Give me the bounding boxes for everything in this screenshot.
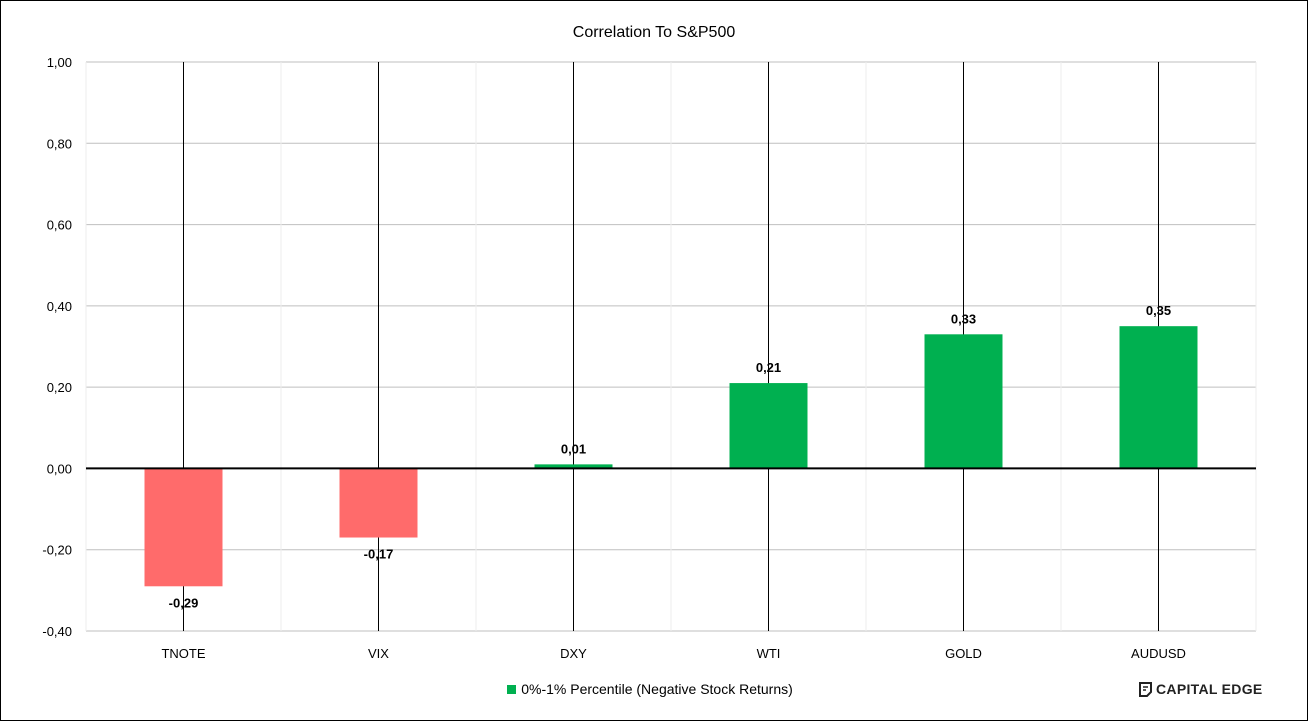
brand-name: CAPITAL EDGE	[1156, 681, 1263, 697]
y-tick-label: 1,00	[47, 55, 72, 70]
y-tick-label: 0,20	[47, 380, 72, 395]
bar-gold	[924, 334, 1003, 469]
y-tick-label: 0,40	[47, 299, 72, 314]
y-tick-label: 0,60	[47, 218, 72, 233]
capital-edge-logo-icon	[1138, 682, 1153, 700]
data-label: 0,01	[561, 441, 586, 456]
data-label: 0,35	[1146, 303, 1171, 318]
x-tick-label: DXY	[560, 646, 587, 661]
legend-swatch	[507, 685, 517, 694]
brand-logo: CAPITAL EDGE	[1138, 681, 1263, 700]
bar-wti	[729, 383, 808, 469]
x-tick-label: TNOTE	[161, 646, 205, 661]
data-label: 0,33	[951, 311, 976, 326]
y-tick-label: -0,40	[42, 624, 72, 639]
chart-title: Correlation To S&P500	[572, 24, 736, 41]
y-tick-label: -0,20	[42, 543, 72, 558]
data-label: -0,17	[364, 547, 394, 562]
data-label: -0,29	[169, 595, 199, 610]
bar-tnote	[144, 468, 223, 587]
y-tick-label: 0,00	[47, 461, 72, 476]
bar-vix	[339, 468, 418, 538]
x-tick-label: AUDUSD	[1131, 646, 1186, 661]
x-tick-label: VIX	[368, 646, 389, 661]
bar-audusd	[1119, 326, 1198, 469]
y-tick-label: 0,80	[47, 136, 72, 151]
legend-label: 0%-1% Percentile (Negative Stock Returns…	[521, 681, 793, 697]
x-tick-label: WTI	[757, 646, 781, 661]
legend: 0%-1% Percentile (Negative Stock Returns…	[0, 681, 1300, 697]
bar-dxy	[534, 464, 613, 469]
x-tick-label: GOLD	[945, 646, 982, 661]
data-label: 0,21	[756, 360, 781, 375]
